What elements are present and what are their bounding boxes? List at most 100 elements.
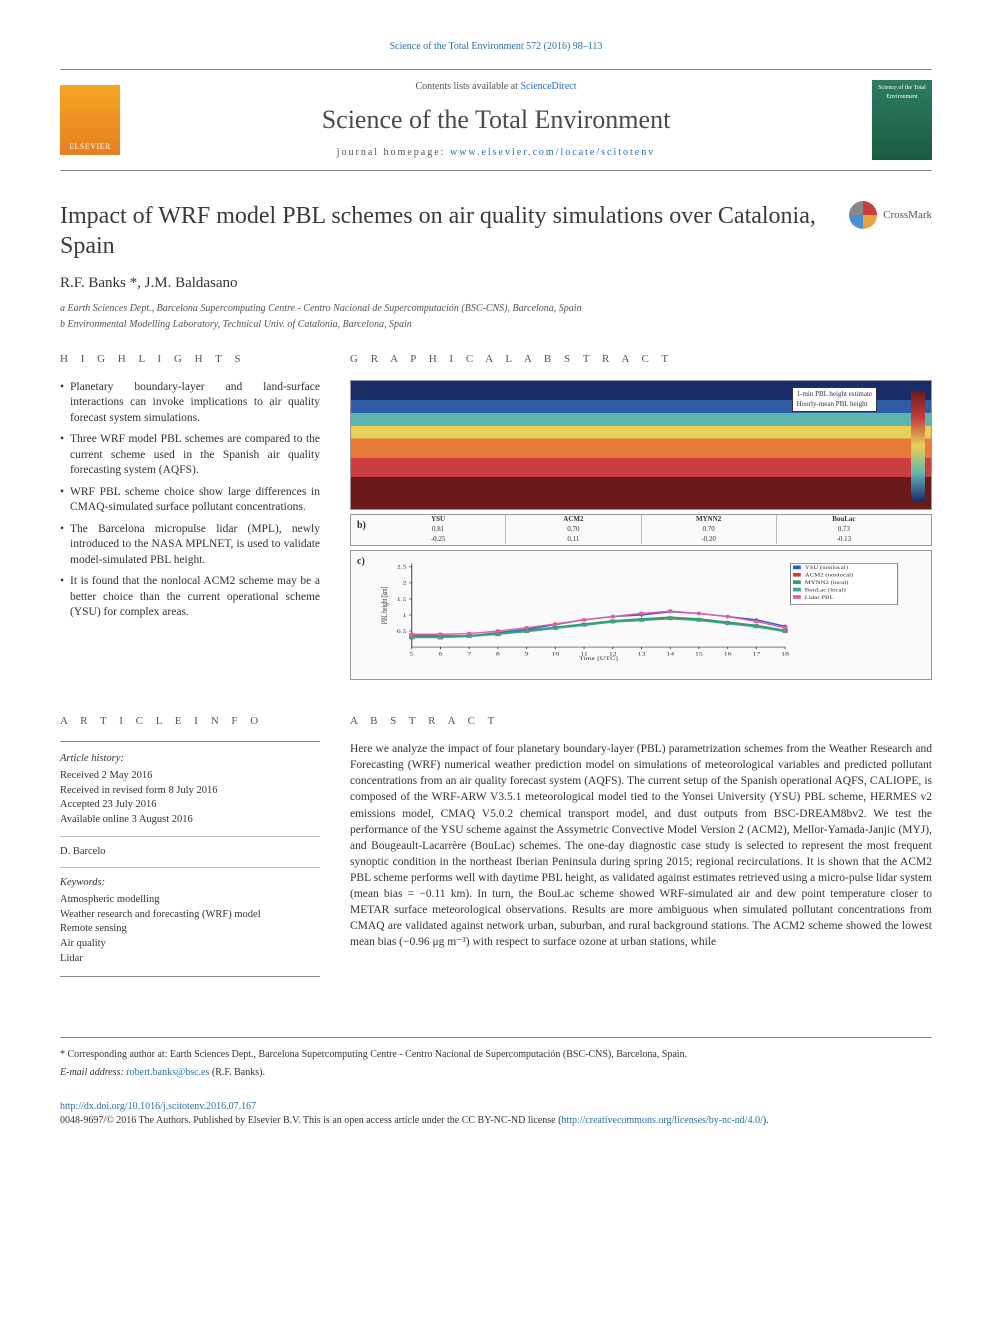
ga-panel-a: a) 1-min PBL height estimate Hourly-mean… bbox=[350, 380, 932, 510]
svg-text:10: 10 bbox=[551, 651, 560, 657]
sciencedirect-link[interactable]: ScienceDirect bbox=[520, 81, 576, 92]
history-line: Accepted 23 July 2016 bbox=[60, 798, 320, 813]
svg-text:0.5: 0.5 bbox=[397, 629, 408, 635]
highlight-item: The Barcelona micropulse lidar (MPL), ne… bbox=[60, 522, 320, 569]
elsevier-logo: ELSEVIER bbox=[60, 85, 120, 155]
svg-text:PBL height [km]: PBL height [km] bbox=[381, 586, 389, 623]
highlights-heading: H I G H L I G H T S bbox=[60, 352, 320, 367]
abstract-heading: A B S T R A C T bbox=[350, 714, 932, 729]
svg-text:16: 16 bbox=[724, 651, 733, 657]
svg-text:YSU (nonlocal): YSU (nonlocal) bbox=[805, 565, 848, 571]
journal-meta-line: Science of the Total Environment 572 (20… bbox=[60, 40, 932, 54]
panel-a-legend: 1-min PBL height estimate Hourly-mean PB… bbox=[792, 387, 877, 413]
keyword-line: Air quality bbox=[60, 937, 320, 952]
keyword-line: Remote sensing bbox=[60, 922, 320, 937]
highlight-item: Three WRF model PBL schemes are compared… bbox=[60, 432, 320, 479]
editor-line: D. Barcelo bbox=[60, 845, 320, 860]
highlights-abstract-row: H I G H L I G H T S Planetary boundary-l… bbox=[60, 352, 932, 683]
keyword-line: Atmospheric modelling bbox=[60, 893, 320, 908]
crossmark-icon bbox=[849, 201, 877, 229]
doi-link[interactable]: http://dx.doi.org/10.1016/j.scitotenv.20… bbox=[60, 1101, 256, 1112]
license-link[interactable]: http://creativecommons.org/licenses/by-n… bbox=[561, 1115, 762, 1126]
svg-text:8: 8 bbox=[496, 651, 501, 657]
history-line: Available online 3 August 2016 bbox=[60, 813, 320, 828]
panel-a-colorbar bbox=[911, 391, 925, 501]
svg-text:17: 17 bbox=[752, 651, 761, 657]
svg-text:5: 5 bbox=[410, 651, 415, 657]
abstract-col: A B S T R A C T Here we analyze the impa… bbox=[350, 714, 932, 978]
history-lines: Received 2 May 2016Received in revised f… bbox=[60, 769, 320, 828]
panel-b-col: BouLac0.73-0.13 bbox=[776, 515, 911, 544]
article-info-heading: A R T I C L E I N F O bbox=[60, 714, 320, 729]
panel-a-legend-1: Hourly-mean PBL height bbox=[797, 400, 872, 410]
svg-text:7: 7 bbox=[467, 651, 472, 657]
article-info-col: A R T I C L E I N F O Article history: R… bbox=[60, 714, 320, 978]
crossmark-label: CrossMark bbox=[883, 208, 932, 223]
journal-header: ELSEVIER Contents lists available at Sci… bbox=[60, 69, 932, 171]
svg-text:MYNN2 (local): MYNN2 (local) bbox=[805, 580, 849, 586]
email-link[interactable]: robert.banks@bsc.es bbox=[126, 1067, 209, 1078]
info-divider-1 bbox=[60, 836, 320, 837]
graphical-abstract-heading: G R A P H I C A L A B S T R A C T bbox=[350, 352, 932, 367]
highlight-item: Planetary boundary-layer and land-surfac… bbox=[60, 380, 320, 427]
info-divider-2 bbox=[60, 867, 320, 868]
svg-text:Lidar PBL: Lidar PBL bbox=[805, 595, 834, 600]
title-row: Impact of WRF model PBL schemes on air q… bbox=[60, 201, 932, 261]
journal-homepage-link[interactable]: www.elsevier.com/locate/scitotenv bbox=[450, 147, 655, 158]
highlight-item: WRF PBL scheme choice show large differe… bbox=[60, 485, 320, 516]
email-line: E-mail address: robert.banks@bsc.es (R.F… bbox=[60, 1066, 932, 1080]
highlights-list: Planetary boundary-layer and land-surfac… bbox=[60, 380, 320, 621]
svg-text:ACM2 (nonlocal): ACM2 (nonlocal) bbox=[805, 572, 854, 578]
abstract-text: Here we analyze the impact of four plane… bbox=[350, 741, 932, 950]
svg-text:1.5: 1.5 bbox=[397, 596, 408, 602]
authors-line: R.F. Banks *, J.M. Baldasano bbox=[60, 273, 932, 294]
journal-homepage-line: journal homepage: www.elsevier.com/locat… bbox=[120, 146, 872, 160]
corresponding-author: * Corresponding author at: Earth Science… bbox=[60, 1048, 932, 1062]
email-label: E-mail address: bbox=[60, 1067, 126, 1078]
panel-b-col: ACM20.700.11 bbox=[505, 515, 640, 544]
journal-title: Science of the Total Environment bbox=[120, 102, 872, 138]
svg-text:9: 9 bbox=[525, 651, 530, 657]
history-line: Received 2 May 2016 bbox=[60, 769, 320, 784]
panel-b-label: b) bbox=[357, 519, 366, 533]
panel-c-chart: 0.511.522.556789101112131415161718YSU (n… bbox=[379, 559, 903, 661]
crossmark-badge[interactable]: CrossMark bbox=[849, 201, 932, 229]
highlight-item: It is found that the nonlocal ACM2 schem… bbox=[60, 574, 320, 621]
keywords-heading: Keywords: bbox=[60, 876, 320, 891]
ga-panel-c: c) 0.511.522.556789101112131415161718YSU… bbox=[350, 550, 932, 680]
graphical-abstract-figure: a) 1-min PBL height estimate Hourly-mean… bbox=[350, 380, 932, 680]
email-author: (R.F. Banks). bbox=[209, 1067, 265, 1078]
svg-text:13: 13 bbox=[638, 651, 647, 657]
journal-cover-thumb: Science of the Total Environment bbox=[872, 80, 932, 160]
highlights-col: H I G H L I G H T S Planetary boundary-l… bbox=[60, 352, 320, 683]
panel-a-legend-0: 1-min PBL height estimate bbox=[797, 390, 872, 400]
header-center: Contents lists available at ScienceDirec… bbox=[120, 80, 872, 160]
svg-text:14: 14 bbox=[666, 651, 675, 657]
footer: * Corresponding author at: Earth Science… bbox=[60, 1037, 932, 1128]
svg-text:6: 6 bbox=[439, 651, 444, 657]
panel-a-label: a) bbox=[357, 385, 365, 399]
ga-panel-b: b) YSU0.81-0.25ACM20.700.11MYNN20.70-0.2… bbox=[350, 514, 932, 546]
history-line: Received in revised form 8 July 2016 bbox=[60, 784, 320, 799]
homepage-prefix: journal homepage: bbox=[337, 147, 450, 158]
affiliation-a: a Earth Sciences Dept., Barcelona Superc… bbox=[60, 302, 932, 316]
contents-prefix: Contents lists available at bbox=[415, 81, 520, 92]
svg-text:2.5: 2.5 bbox=[397, 564, 408, 570]
contents-available-line: Contents lists available at ScienceDirec… bbox=[120, 80, 872, 94]
article-title: Impact of WRF model PBL schemes on air q… bbox=[60, 201, 849, 261]
info-abstract-row: A R T I C L E I N F O Article history: R… bbox=[60, 714, 932, 978]
svg-text:BouLac (local): BouLac (local) bbox=[805, 587, 846, 593]
copyright-suffix: ). bbox=[763, 1115, 769, 1126]
keyword-line: Lidar bbox=[60, 952, 320, 967]
svg-text:Time [UTC]: Time [UTC] bbox=[579, 656, 618, 661]
panel-c-label: c) bbox=[357, 555, 365, 569]
copyright-line: 0048-9697/© 2016 The Authors. Published … bbox=[60, 1114, 932, 1128]
affiliation-b: b Environmental Modelling Laboratory, Te… bbox=[60, 318, 932, 332]
panel-b-col: MYNN20.70-0.20 bbox=[641, 515, 776, 544]
keywords-lines: Atmospheric modellingWeather research an… bbox=[60, 893, 320, 966]
svg-text:1: 1 bbox=[403, 613, 407, 619]
panel-b-col: YSU0.81-0.25 bbox=[371, 515, 505, 544]
svg-text:18: 18 bbox=[781, 651, 790, 657]
graphical-abstract-col: G R A P H I C A L A B S T R A C T a) 1-m… bbox=[350, 352, 932, 683]
copyright-prefix: 0048-9697/© 2016 The Authors. Published … bbox=[60, 1115, 561, 1126]
